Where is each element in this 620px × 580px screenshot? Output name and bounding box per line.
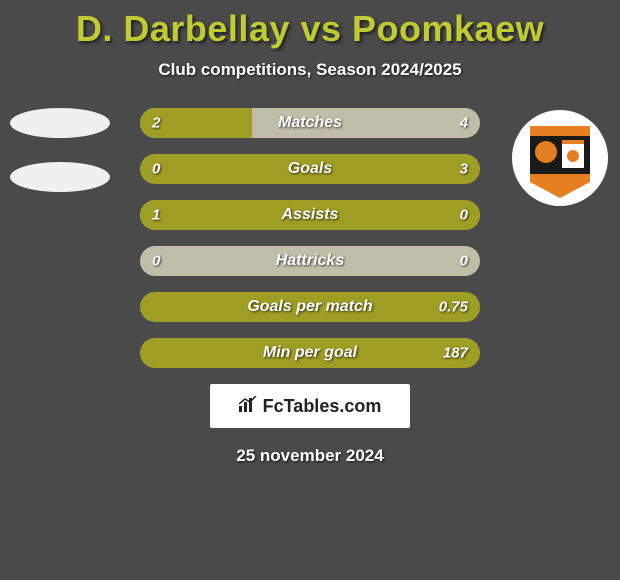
stat-label: Hattricks (140, 252, 480, 270)
stat-value-right: 4 (460, 115, 468, 132)
stat-label: Matches (140, 114, 480, 132)
stat-row: Hattricks0 0 (140, 246, 480, 276)
subtitle: Club competitions, Season 2024/2025 (0, 60, 620, 80)
stat-label: Assists (140, 206, 480, 224)
placeholder-ellipse-icon (10, 108, 110, 138)
stat-value-right: 0.75 (439, 299, 468, 316)
stat-value-left: 1 (152, 207, 160, 224)
player1-logo (10, 108, 110, 208)
stat-row: Matches2 4 (140, 108, 480, 138)
stat-label: Goals per match (140, 298, 480, 316)
date-text: 25 november 2024 (0, 446, 620, 466)
comparison-card: D. Darbellay vs Poomkaew Club competitio… (0, 0, 620, 466)
chart-icon (239, 396, 257, 417)
player2-logo (510, 108, 610, 208)
stat-bars: Matches24Goals03Assists10Hattricks00Goal… (140, 108, 480, 368)
stat-value-left: 2 (152, 115, 160, 132)
stat-value-left: 0 (152, 161, 160, 178)
stat-row: Goals per match0.75 (140, 292, 480, 322)
stat-value-left: 0 (152, 253, 160, 270)
placeholder-ellipse-icon (10, 162, 110, 192)
stats-area: Matches24Goals03Assists10Hattricks00Goal… (0, 108, 620, 368)
page-title: D. Darbellay vs Poomkaew (0, 8, 620, 50)
stat-row: Min per goal187 (140, 338, 480, 368)
stat-row: Goals0 3 (140, 154, 480, 184)
stat-row: Assists1 0 (140, 200, 480, 230)
stat-value-right: 0 (460, 207, 468, 224)
stat-label: Goals (140, 160, 480, 178)
club-crest-icon (510, 108, 610, 208)
branding-badge: FcTables.com (210, 384, 410, 428)
stat-label: Min per goal (140, 344, 480, 362)
stat-value-right: 0 (460, 253, 468, 270)
stat-value-right: 187 (443, 345, 468, 362)
branding-text: FcTables.com (263, 396, 382, 417)
stat-value-right: 3 (460, 161, 468, 178)
